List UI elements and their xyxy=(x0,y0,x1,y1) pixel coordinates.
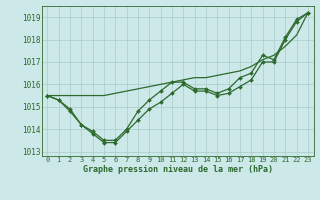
X-axis label: Graphe pression niveau de la mer (hPa): Graphe pression niveau de la mer (hPa) xyxy=(83,165,273,174)
